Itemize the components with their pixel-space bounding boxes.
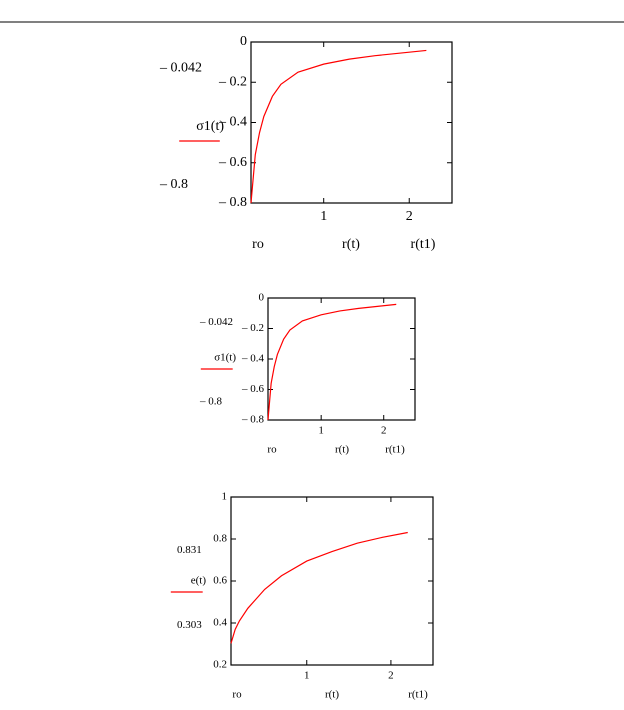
x-axis-label: r(t)	[342, 237, 360, 252]
y-axis-label: σ1(t)	[196, 119, 224, 134]
plot-frame	[267, 297, 416, 421]
range-marker: – 0.8	[159, 177, 188, 192]
plot-frame	[230, 496, 434, 666]
x-axis-label: r(t1)	[385, 444, 405, 456]
range-marker: – 0.042	[159, 61, 202, 76]
x-axis-label: ro	[232, 689, 242, 701]
x-axis-label: r(t)	[335, 444, 349, 456]
y-tick-label: – 0.6	[241, 383, 265, 395]
x-axis-label: ro	[252, 237, 264, 252]
y-tick-label: 1	[222, 491, 228, 503]
y-tick-label: – 0.6	[218, 155, 247, 170]
y-tick-label: – 0.8	[218, 195, 247, 210]
data-line	[267, 303, 397, 421]
x-axis-label: r(t)	[325, 689, 339, 701]
plot-frame	[250, 41, 453, 204]
x-tick-label: 1	[304, 670, 310, 682]
y-tick-label: 0.2	[213, 659, 227, 671]
x-tick-label: 1	[318, 425, 324, 437]
y-tick-label: 0.6	[213, 575, 227, 587]
x-tick-label: 2	[406, 209, 413, 224]
y-tick-label: 0.4	[213, 617, 227, 629]
x-tick-label: 1	[320, 209, 327, 224]
range-marker: 0.303	[177, 619, 202, 631]
x-axis-label: ro	[267, 444, 277, 456]
y-tick-label: 0	[240, 34, 247, 49]
range-marker: – 0.8	[199, 396, 223, 408]
range-marker: 0.831	[177, 544, 202, 556]
y-axis-label: σ1(t)	[214, 352, 236, 364]
y-tick-label: – 0.2	[241, 322, 264, 334]
y-tick-label: – 0.8	[241, 414, 265, 426]
y-axis-label: e(t)	[191, 575, 207, 587]
x-axis-label: r(t1)	[408, 689, 428, 701]
x-tick-label: 2	[381, 425, 387, 437]
data-line	[250, 49, 427, 204]
y-tick-label: – 0.2	[218, 74, 247, 89]
x-axis-label: r(t1)	[411, 237, 436, 252]
data-line	[230, 531, 408, 644]
y-tick-label: – 0.4	[218, 115, 247, 130]
y-tick-label: 0.8	[213, 533, 227, 545]
x-tick-label: 2	[388, 670, 394, 682]
range-marker: – 0.042	[199, 316, 233, 328]
y-tick-label: 0	[259, 292, 265, 304]
y-tick-label: – 0.4	[241, 353, 265, 365]
